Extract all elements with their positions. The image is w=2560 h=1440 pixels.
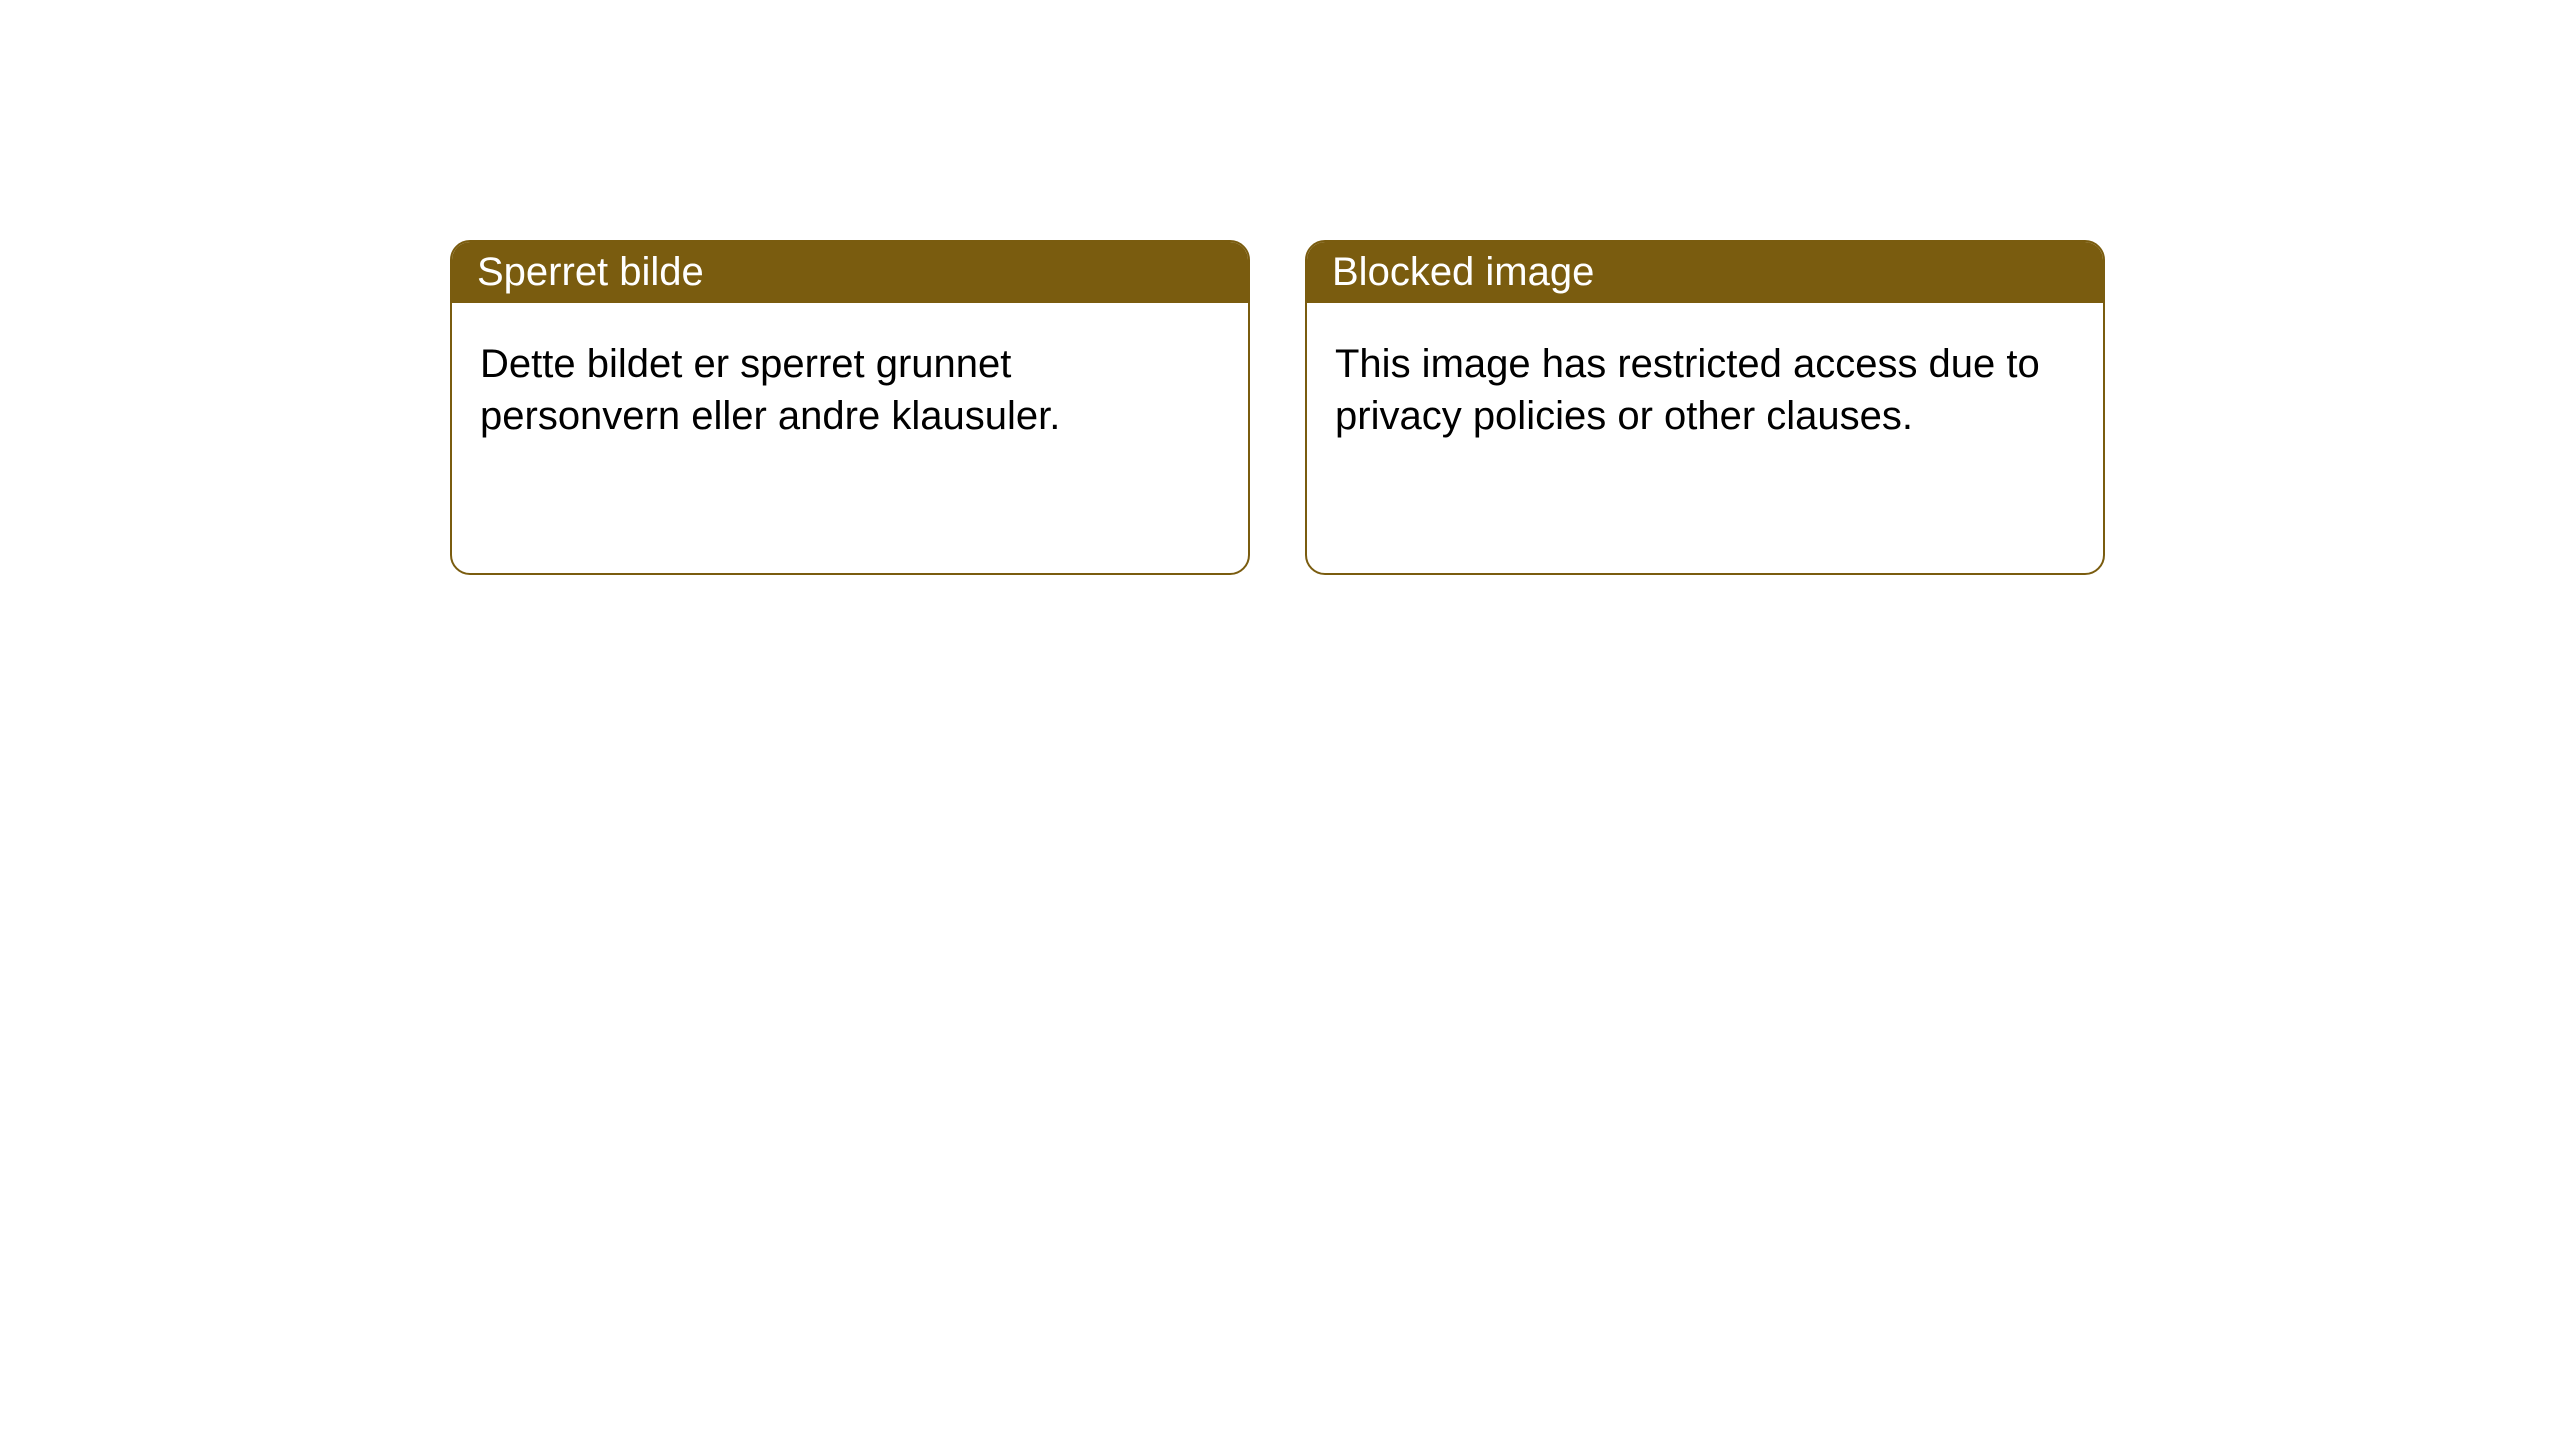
notice-body-norwegian: Dette bildet er sperret grunnet personve… (452, 303, 1248, 477)
notice-header-norwegian: Sperret bilde (452, 242, 1248, 303)
notice-container: Sperret bilde Dette bildet er sperret gr… (450, 240, 2105, 575)
notice-body-english: This image has restricted access due to … (1307, 303, 2103, 477)
notice-box-english: Blocked image This image has restricted … (1305, 240, 2105, 575)
notice-header-english: Blocked image (1307, 242, 2103, 303)
notice-title: Blocked image (1332, 250, 1594, 294)
notice-box-norwegian: Sperret bilde Dette bildet er sperret gr… (450, 240, 1250, 575)
notice-body-text: Dette bildet er sperret grunnet personve… (480, 342, 1060, 438)
notice-body-text: This image has restricted access due to … (1335, 342, 2040, 438)
notice-title: Sperret bilde (477, 250, 704, 294)
